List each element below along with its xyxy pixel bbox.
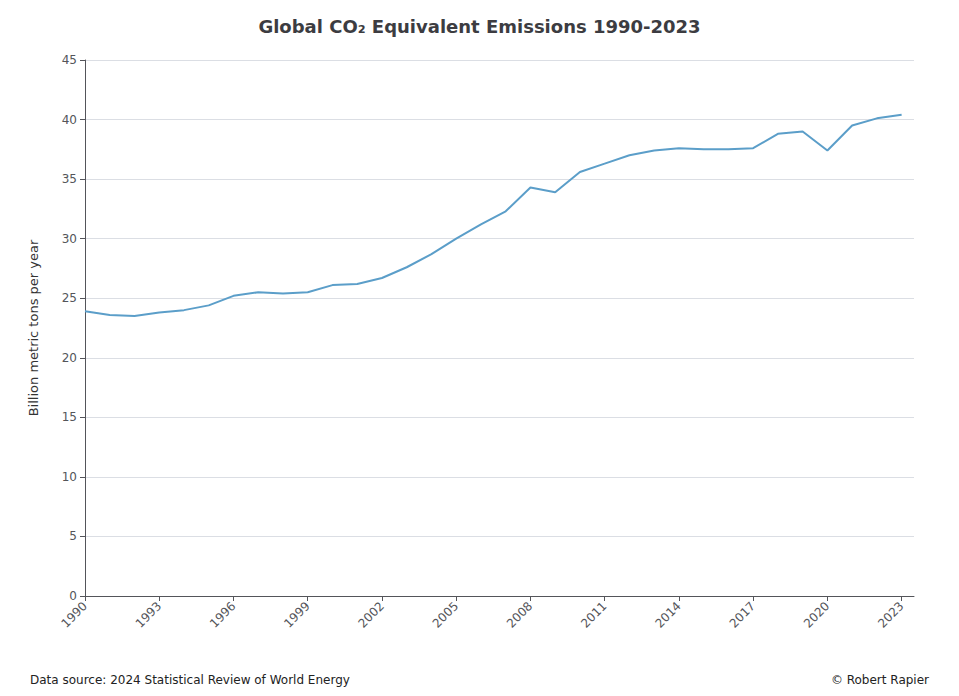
svg-text:10: 10 (62, 470, 77, 484)
svg-text:2011: 2011 (578, 599, 609, 630)
svg-text:15: 15 (62, 410, 77, 424)
svg-text:1996: 1996 (207, 599, 238, 630)
svg-text:2023: 2023 (875, 599, 906, 630)
svg-text:1990: 1990 (58, 599, 89, 630)
svg-text:40: 40 (62, 113, 77, 127)
svg-text:1993: 1993 (133, 599, 164, 630)
svg-text:2014: 2014 (652, 599, 683, 630)
svg-text:1999: 1999 (281, 599, 312, 630)
svg-text:45: 45 (62, 53, 77, 67)
svg-text:2020: 2020 (801, 599, 832, 630)
svg-text:30: 30 (62, 232, 77, 246)
svg-text:25: 25 (62, 291, 77, 305)
svg-text:2002: 2002 (355, 599, 386, 630)
svg-text:35: 35 (62, 172, 77, 186)
svg-text:20: 20 (62, 351, 77, 365)
svg-text:2017: 2017 (727, 599, 758, 630)
svg-text:© Robert Rapier: © Robert Rapier (831, 673, 929, 687)
svg-text:Billion metric tons per year: Billion metric tons per year (26, 239, 41, 416)
svg-text:2008: 2008 (504, 599, 535, 630)
svg-text:5: 5 (69, 529, 77, 543)
svg-text:Data source: 2024 Statistical: Data source: 2024 Statistical Review of … (30, 673, 350, 687)
svg-text:Global CO₂ Equivalent Emission: Global CO₂ Equivalent Emissions 1990-202… (258, 16, 700, 37)
svg-text:0: 0 (69, 589, 77, 603)
svg-text:2005: 2005 (430, 599, 461, 630)
